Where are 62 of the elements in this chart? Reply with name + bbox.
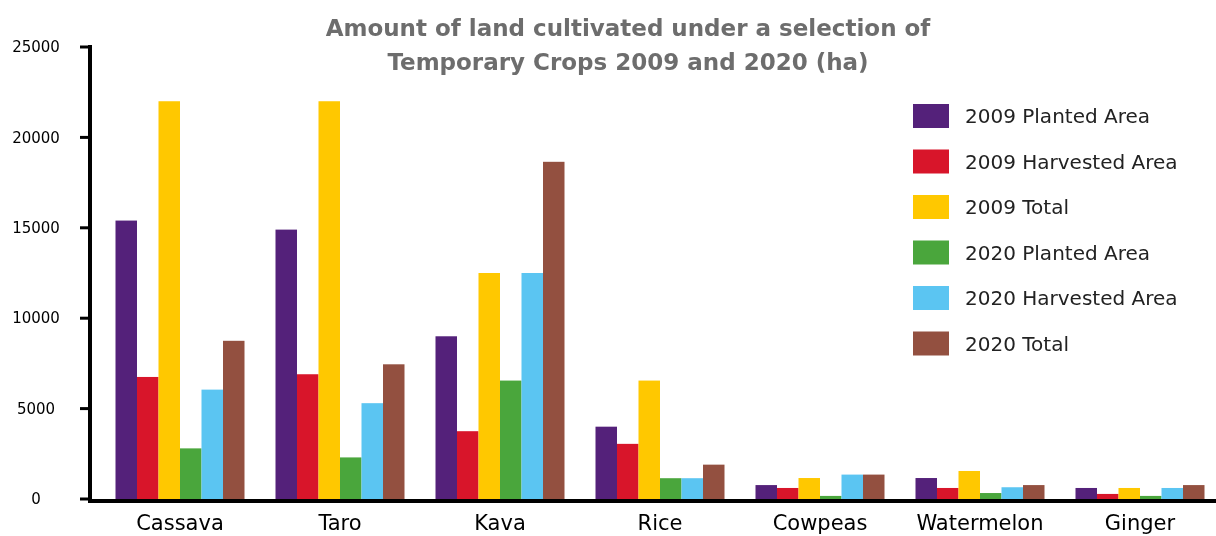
- y-tick-label: 10000: [12, 309, 60, 328]
- x-tick-label: Ginger: [1104, 511, 1176, 535]
- bar: [543, 161, 565, 499]
- bar: [1097, 493, 1119, 499]
- bar: [1183, 485, 1205, 499]
- bar: [478, 273, 500, 499]
- x-tick-label: Cassava: [136, 511, 224, 535]
- bar: [1023, 485, 1045, 499]
- y-tick-label: 20000: [12, 128, 60, 147]
- bar: [820, 495, 842, 499]
- bar: [1001, 487, 1023, 499]
- bar: [457, 431, 479, 499]
- bar: [500, 380, 522, 499]
- legend-label: 2020 Harvested Area: [965, 286, 1178, 310]
- x-tick-label: Kava: [474, 511, 526, 535]
- y-tick-label: 15000: [12, 219, 60, 238]
- bar: [660, 478, 682, 499]
- y-tick-label: 0: [31, 490, 41, 509]
- y-tick-label: 5000: [16, 399, 56, 418]
- bar: [223, 340, 245, 499]
- bar: [841, 474, 863, 499]
- bar: [1118, 487, 1140, 499]
- bar: [201, 389, 223, 499]
- bar: [798, 478, 820, 499]
- y-tick-label: 25000: [12, 38, 60, 57]
- bar: [755, 485, 777, 499]
- legend-label: 2020 Total: [965, 331, 1069, 356]
- bar: [521, 273, 543, 499]
- bar: [681, 478, 703, 499]
- legend-label: 2009 Total: [965, 195, 1069, 219]
- chart-title: Amount of land cultivated under a selection of Temporary Crops 2009 and 2020 (ha): [325, 15, 932, 75]
- bar: [980, 493, 1002, 499]
- bar: [595, 426, 617, 499]
- x-tick-label: Taro: [317, 511, 362, 535]
- legend-label: 2009 Planted Area: [965, 104, 1151, 128]
- legend-label: 2020 Planted Area: [965, 240, 1151, 265]
- bar: [638, 380, 660, 499]
- bar: [383, 364, 405, 499]
- bar: [703, 464, 725, 499]
- bar: [1140, 495, 1162, 499]
- bar: [958, 470, 980, 499]
- bar: [275, 229, 297, 499]
- bar: [937, 487, 959, 499]
- bar: [435, 336, 457, 499]
- bar: [297, 374, 319, 499]
- bar: [915, 478, 937, 499]
- x-tick-label: Cowpeas: [772, 511, 868, 535]
- legend-label: 2009 Harvested Area: [965, 149, 1178, 174]
- bar: [863, 474, 885, 499]
- bar: [180, 448, 202, 499]
- bar: [137, 376, 159, 499]
- bar: [158, 101, 180, 499]
- bar: [318, 101, 340, 499]
- x-tick-label: Rice: [637, 511, 683, 535]
- bar: [1075, 487, 1097, 499]
- bar: [617, 443, 639, 499]
- bar: [361, 403, 383, 499]
- bar: [115, 220, 137, 499]
- x-tick-label: Watermelon: [916, 511, 1044, 535]
- bar: [1161, 487, 1183, 499]
- bar: [340, 457, 362, 499]
- bar: [777, 487, 799, 499]
